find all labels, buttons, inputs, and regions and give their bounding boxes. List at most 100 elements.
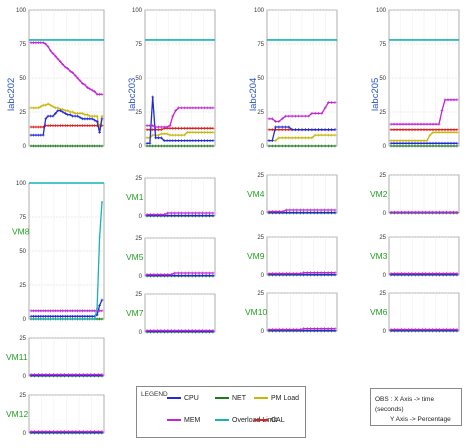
series-pm-load-point: [410, 139, 414, 142]
series-mem-point: [407, 122, 411, 126]
series-pm-load-point: [449, 131, 453, 134]
series-mem-point: [278, 272, 281, 275]
series-mem-point: [29, 430, 33, 433]
series-net-point: [59, 144, 62, 148]
series-mem-point: [73, 73, 77, 77]
series-mem-point: [333, 208, 337, 212]
series-cpu-point: [407, 141, 411, 145]
y-tick-label: 75: [135, 42, 142, 48]
legend-label-pm-load: PM Load: [271, 395, 300, 402]
series-pm-load-point: [413, 139, 417, 142]
series-cal-point: [66, 124, 70, 127]
series-cal-point: [449, 128, 453, 132]
series-cal-point: [284, 128, 287, 132]
series-cpu-point: [180, 139, 183, 142]
series-cal-point: [157, 128, 160, 132]
series-mem-point: [313, 112, 317, 115]
series-pm-load-point: [323, 133, 327, 137]
series-mem-point: [29, 309, 33, 313]
y-tick-label: 0: [23, 144, 27, 150]
series-cal-point: [174, 126, 178, 130]
series-mem-point: [271, 272, 274, 275]
y-tick-label: 25: [19, 110, 26, 116]
legend-label-mem: MEM: [184, 417, 201, 424]
series-cpu-point: [148, 141, 152, 145]
y-tick-label: 25: [379, 173, 386, 179]
series-cpu-point: [190, 274, 194, 277]
series-cpu-point: [419, 141, 423, 145]
series-mem-point: [323, 106, 327, 110]
series-cal-point: [73, 124, 77, 127]
series-mem-point: [427, 272, 431, 275]
series-mem-point: [305, 208, 309, 212]
series-cal-point: [59, 124, 62, 127]
series-mem-point: [413, 210, 417, 214]
series-pm-load-point: [66, 109, 70, 112]
series-cpu-point: [173, 214, 177, 217]
series-mem-point: [166, 211, 170, 215]
series-pm-load-point: [431, 131, 435, 134]
series-mem-point: [93, 90, 97, 93]
series-cpu-point: [194, 139, 198, 142]
series-pm-load-point: [171, 133, 175, 137]
series-net-point: [300, 144, 304, 148]
panel-label: labc202: [6, 78, 17, 111]
series-cpu-point: [49, 114, 52, 118]
series-cpu-point: [208, 139, 212, 142]
series-pm-load-point: [398, 139, 402, 142]
series-cpu-point: [200, 139, 203, 142]
axis-note-x: OBS : X Axis -> time (seconds): [375, 396, 435, 413]
series-net-point: [151, 144, 155, 148]
series-mem-point: [455, 328, 459, 331]
series-pm-load-point: [307, 136, 310, 140]
panel-labc203: 0 25 50 75 100 labc203: [127, 8, 216, 150]
series-net-point: [100, 317, 104, 321]
panel-vm9: 0 25 VM9: [247, 235, 338, 279]
series-mem-point: [100, 92, 104, 96]
series-cpu-point: [66, 113, 70, 117]
series-cpu-point: [307, 128, 310, 132]
series-cpu-point: [208, 274, 211, 277]
series-cal-point: [49, 124, 52, 127]
series-mem-point: [67, 430, 70, 433]
series-net-point: [85, 144, 89, 148]
series-mem-point: [316, 208, 319, 212]
series-cpu-point: [323, 128, 327, 132]
series-mem-point: [410, 122, 414, 126]
series-net-point: [392, 144, 396, 148]
series-mem-point: [267, 272, 271, 275]
y-tick-label: 50: [379, 76, 386, 82]
series-cal-point: [185, 126, 189, 130]
series-mem-point: [70, 430, 74, 433]
series-pm-load-point: [313, 133, 317, 137]
series-pm-load-point: [151, 133, 155, 137]
legend-label-net: NET: [232, 395, 246, 402]
y-tick-label: 25: [379, 291, 386, 297]
series-mem-point: [63, 373, 66, 376]
series-mem-point: [29, 373, 33, 376]
series-cpu-point: [81, 117, 84, 121]
series-mem-point: [37, 373, 40, 376]
series-net-point: [197, 144, 201, 148]
series-net-point: [78, 144, 82, 148]
series-mem-point: [431, 272, 435, 275]
series-cpu-point: [36, 133, 40, 137]
series-mem-point: [434, 122, 438, 126]
series-net-point: [98, 144, 101, 148]
series-mem-point: [389, 272, 393, 275]
series-mem-point: [291, 272, 295, 275]
series-mem-point: [295, 328, 299, 331]
series-cpu-point: [309, 211, 313, 214]
series-mem-point: [448, 272, 452, 275]
series-cal-point: [39, 125, 43, 129]
series-mem-point: [203, 106, 206, 110]
series-pm-load-point: [85, 113, 89, 117]
series-cpu-point: [290, 128, 294, 132]
series-net-point: [168, 144, 172, 148]
series-mem-point: [55, 430, 59, 433]
series-net-point: [267, 144, 271, 148]
series-cpu-point: [284, 125, 287, 129]
series-cpu-point: [169, 214, 173, 217]
series-cal-point: [208, 126, 212, 130]
series-net-point: [191, 144, 195, 148]
